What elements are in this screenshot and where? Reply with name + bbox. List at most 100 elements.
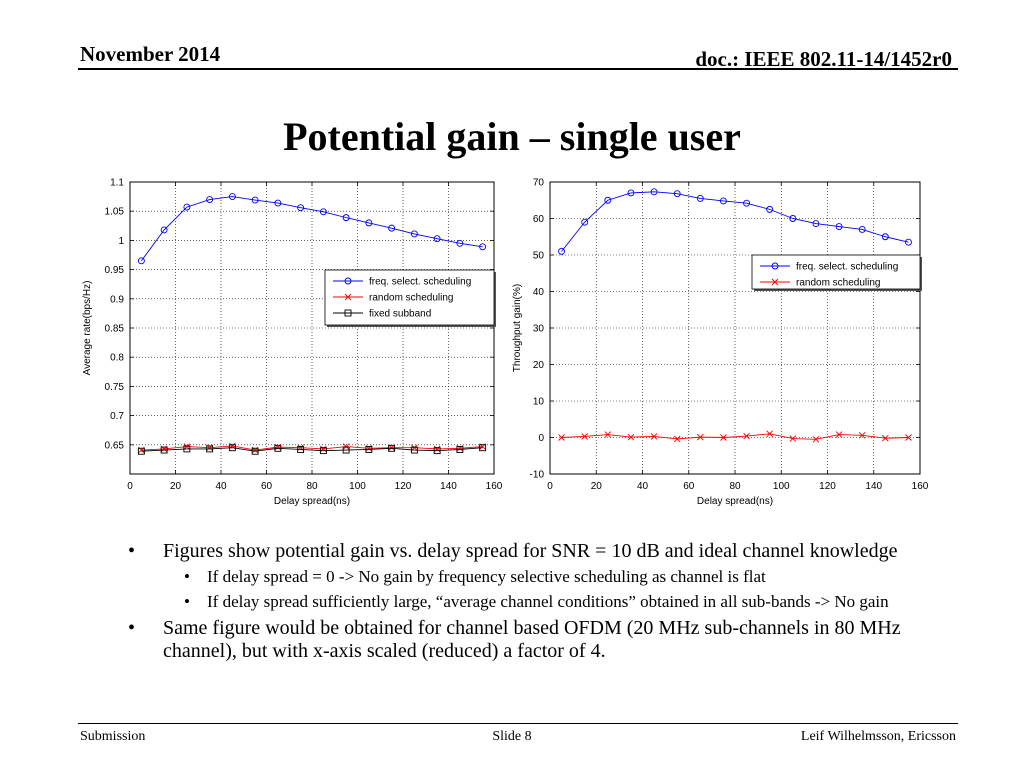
y-tick-label: 0.9 <box>110 294 124 305</box>
throughput-gain-chart: 0 20 40 60 80 100 120 140 160-10010203040506070D… <box>512 178 929 508</box>
data-point <box>365 219 373 227</box>
data-point <box>206 196 214 203</box>
data-point <box>673 435 681 443</box>
data-point <box>812 220 820 228</box>
data-point <box>771 262 779 270</box>
y-tick-label: -10 <box>530 470 545 481</box>
legend-label: random scheduling <box>369 293 454 304</box>
series-freq-select-scheduling <box>558 188 912 255</box>
y-tick-label: 1.05 <box>105 207 125 218</box>
data-point <box>835 223 843 230</box>
data-point <box>297 446 305 453</box>
data-point <box>479 243 487 251</box>
data-point <box>835 431 843 438</box>
series-freq-select-scheduling <box>137 193 487 265</box>
x-tick-label: 40 <box>215 481 227 492</box>
footer-author: Leif Wilhelmsson, Ericsson <box>800 729 956 744</box>
x-tick-label: 20 <box>170 481 182 492</box>
footer-submission: Submission <box>80 729 146 744</box>
bullet-text: If delay spread sufficiently large, “ave… <box>207 592 889 611</box>
x-tick-label: 160 <box>486 481 503 492</box>
data-point <box>206 445 214 453</box>
data-point <box>719 197 727 205</box>
data-point <box>456 446 464 453</box>
y-tick-label: 0.75 <box>105 382 125 393</box>
data-point <box>137 257 145 265</box>
x-tick-label: 0 <box>127 481 133 492</box>
data-point <box>344 277 352 285</box>
legend-label: fixed subband <box>369 309 431 320</box>
data-point <box>160 226 168 234</box>
data-point <box>696 194 704 202</box>
x-tick-label: 80 <box>729 481 741 492</box>
header-date: November 2014 <box>80 42 221 66</box>
x-tick-label: 100 <box>349 481 366 492</box>
bullet-glyph: • <box>184 567 190 586</box>
y-tick-label: 0.8 <box>110 353 124 364</box>
legend-label: freq. select. scheduling <box>369 277 471 288</box>
y-tick-label: 20 <box>533 360 545 371</box>
plot-area <box>550 182 920 474</box>
series-line <box>561 191 909 252</box>
header-doc-id: doc.: IEEE 802.11-14/1452r0 <box>695 47 952 71</box>
data-point <box>627 433 635 441</box>
data-point <box>858 431 866 439</box>
x-tick-label: 100 <box>773 481 790 492</box>
data-point <box>251 447 259 455</box>
x-tick-label: 40 <box>637 481 649 492</box>
bullet-glyph: • <box>128 617 136 639</box>
x-axis-label: Delay spread(ns) <box>274 496 350 507</box>
data-point <box>251 196 259 204</box>
data-point <box>274 199 282 207</box>
data-point <box>410 446 418 454</box>
bullet-text: Figures show potential gain vs. delay sp… <box>163 540 898 562</box>
data-point <box>581 433 589 440</box>
series-line <box>141 196 483 262</box>
data-point <box>183 445 191 453</box>
data-point <box>344 309 352 317</box>
data-point <box>604 431 612 438</box>
bullet-glyph: • <box>184 592 190 611</box>
x-tick-label: 0 <box>547 481 553 492</box>
series-line <box>561 433 909 440</box>
data-point <box>558 434 565 441</box>
series-line <box>141 445 483 451</box>
x-tick-label: 20 <box>591 481 603 492</box>
x-tick-label: 160 <box>912 481 929 492</box>
footer-rule <box>78 723 958 724</box>
y-tick-label: 0.85 <box>105 324 125 335</box>
series-line <box>141 447 483 452</box>
data-point <box>183 203 191 211</box>
data-point <box>905 434 912 441</box>
plot-frame <box>549 181 921 475</box>
data-point <box>388 444 396 452</box>
data-point <box>650 188 658 196</box>
data-point <box>319 208 327 216</box>
data-point <box>650 433 658 440</box>
data-point <box>766 430 774 438</box>
x-tick-label: 60 <box>683 481 695 492</box>
series-random-scheduling <box>558 430 912 443</box>
data-point <box>581 218 589 226</box>
y-tick-label: 10 <box>533 397 545 408</box>
data-point <box>365 446 373 453</box>
legend-label: random scheduling <box>796 278 881 289</box>
data-point <box>479 444 487 452</box>
legend: freq. select. scheduling random schedulin… <box>751 254 922 291</box>
y-axis-label: Average rate(bps/Hz) <box>82 281 93 376</box>
data-point <box>456 239 464 247</box>
data-point <box>274 444 282 452</box>
x-tick-label: 140 <box>865 481 882 492</box>
y-tick-label: 0.95 <box>105 265 125 276</box>
bullet-item: • Same figure would be obtained for chan… <box>128 617 928 663</box>
bullet-glyph: • <box>128 540 136 562</box>
x-axis-label: Delay spread(ns) <box>697 496 773 507</box>
footer-slide-number: Slide 8 <box>492 729 532 744</box>
data-point <box>858 226 866 233</box>
x-tick-label: 120 <box>395 481 412 492</box>
data-point <box>904 238 912 246</box>
y-tick-label: 1 <box>118 236 124 247</box>
legend-box <box>751 254 921 290</box>
data-point <box>388 224 396 232</box>
header-rule <box>78 68 958 70</box>
